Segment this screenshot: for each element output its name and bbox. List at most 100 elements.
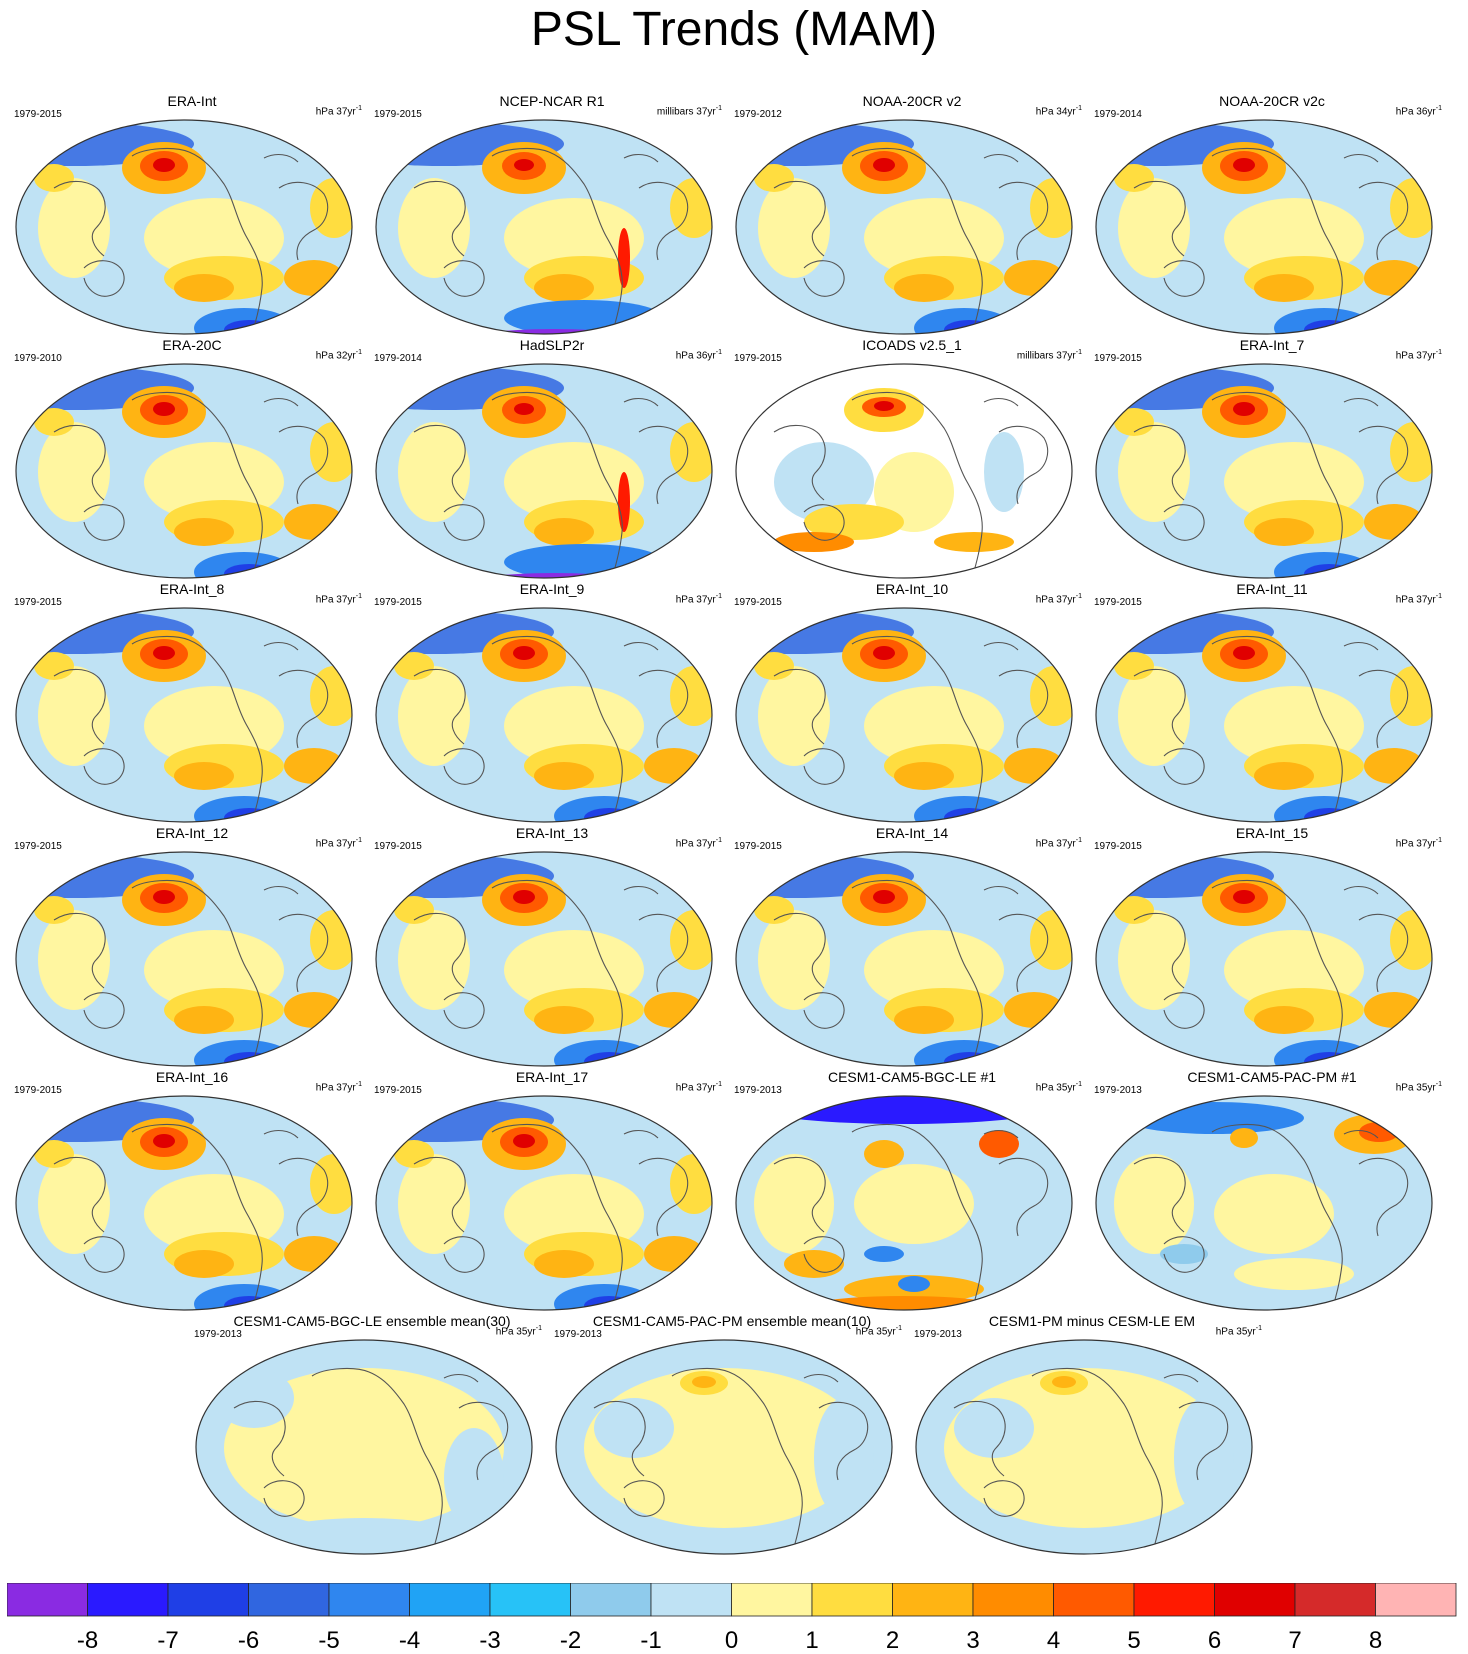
panel-title: ERA-Int_12 <box>155 825 229 841</box>
trend-contour <box>174 274 234 302</box>
coastline <box>278 425 329 505</box>
trend-contour <box>1118 666 1190 766</box>
coastline <box>53 424 106 501</box>
coastline <box>443 260 485 297</box>
panel-units-exponent: -1 <box>1435 593 1442 600</box>
trend-contour <box>734 1486 814 1510</box>
trend-contour <box>774 442 874 522</box>
trend-contour <box>534 1006 594 1034</box>
panel-title: CESM1-CAM5-BGC-LE #1 <box>827 1069 997 1085</box>
panel-title: ERA-Int_7 <box>1239 337 1305 353</box>
map-panel: CESM1-CAM5-PAC-PM ensemble mean(10) 1979-… <box>554 1313 910 1560</box>
coastline <box>803 1236 845 1273</box>
trend-map <box>1095 119 1433 335</box>
panel-units: hPa 37yr-1 <box>676 837 722 849</box>
colorbar-swatch <box>489 1583 571 1617</box>
map-panel: ERA-Int_7 1979-2015 hPa 37yr-1 <box>1094 337 1450 584</box>
trend-contour <box>1094 1486 1174 1510</box>
coastline <box>413 424 466 501</box>
trend-contour <box>398 910 470 1010</box>
coastline <box>83 260 125 297</box>
map-outline <box>375 851 713 1067</box>
coastline <box>1211 879 1343 1066</box>
trend-contour <box>644 992 704 1028</box>
trend-map <box>735 119 1073 335</box>
trend-contour <box>873 158 895 172</box>
panel-units: hPa 37yr-1 <box>316 593 362 605</box>
trend-contour <box>644 1236 704 1272</box>
map-outline <box>1095 119 1433 335</box>
panel-period: 1979-2015 <box>734 841 782 852</box>
trend-contour <box>534 762 594 790</box>
panel-period: 1979-2015 <box>734 353 782 364</box>
colorbar-swatch <box>1375 1583 1457 1617</box>
coastline <box>1358 1157 1409 1237</box>
coastline <box>983 1129 1019 1139</box>
panel-units-exponent: -1 <box>535 1325 542 1332</box>
trend-contour <box>534 274 594 302</box>
panel-units-exponent: -1 <box>355 105 362 112</box>
trend-contour <box>34 1140 74 1168</box>
map-outline <box>735 1095 1073 1311</box>
colorbar-swatch <box>1053 1583 1135 1617</box>
coastline <box>413 668 466 745</box>
trend-contour <box>594 1398 674 1458</box>
coastline <box>443 1236 485 1273</box>
panel-period: 1979-2015 <box>374 109 422 120</box>
panel-units-exponent: -1 <box>355 837 362 844</box>
map-outline <box>735 851 1073 1067</box>
trend-contour <box>1118 910 1190 1010</box>
panel-units-label: hPa 37yr <box>675 1082 716 1094</box>
coastline <box>83 504 125 541</box>
panel-period: 1979-2015 <box>14 841 62 852</box>
panel-title: ERA-Int_10 <box>875 581 949 597</box>
coastline <box>1343 397 1379 407</box>
trend-contour <box>894 1006 954 1034</box>
coastline <box>311 1367 443 1554</box>
trend-contour <box>264 1518 464 1554</box>
trend-contour <box>284 1236 344 1272</box>
coastline <box>1163 992 1205 1029</box>
coastline <box>263 1129 299 1139</box>
map-outline <box>15 119 353 335</box>
coastline <box>851 879 983 1066</box>
trend-contour <box>444 1428 504 1528</box>
panel-units-label: hPa 36yr <box>1395 106 1436 118</box>
trend-contour <box>153 890 175 904</box>
coastline <box>851 391 983 578</box>
panel-units: hPa 32yr-1 <box>316 349 362 361</box>
trend-contour <box>758 178 830 278</box>
trend-contour <box>1364 992 1424 1028</box>
panel-units: hPa 37yr-1 <box>1396 593 1442 605</box>
coastline <box>773 180 826 257</box>
coastline <box>278 1157 329 1237</box>
trend-contour <box>1004 748 1064 784</box>
colorbar-swatch <box>1214 1583 1296 1617</box>
panel-units: hPa 37yr-1 <box>676 593 722 605</box>
trend-contour <box>814 1398 874 1518</box>
panel-period: 1979-2015 <box>374 1085 422 1096</box>
coastline <box>773 912 826 989</box>
coastline <box>1211 635 1343 822</box>
coastline <box>83 992 125 1029</box>
colorbar-swatch <box>811 1583 893 1617</box>
map-panel: ERA-Int_10 1979-2015 hPa 37yr-1 <box>734 581 1090 828</box>
coastline <box>443 1373 479 1383</box>
map-panel: ERA-Int_17 1979-2015 hPa 37yr-1 <box>374 1069 730 1316</box>
coastline <box>1211 147 1343 334</box>
map-panel: ERA-Int_15 1979-2015 hPa 37yr-1 <box>1094 825 1450 1072</box>
map-outline <box>375 1095 713 1311</box>
coastline <box>773 424 826 501</box>
coastline <box>671 1367 803 1554</box>
trend-contour <box>454 329 654 334</box>
trend-contour <box>144 1174 284 1254</box>
trend-contour <box>1114 408 1154 436</box>
panel-units: hPa 35yr-1 <box>856 1325 902 1337</box>
coastline <box>131 879 263 1066</box>
panel-units-label: hPa 35yr <box>855 1326 896 1338</box>
coastline <box>1163 1236 1205 1273</box>
trend-contour <box>38 178 110 278</box>
panel-title: ERA-Int_13 <box>515 825 589 841</box>
coastline <box>851 147 983 334</box>
trend-contour <box>1364 748 1424 784</box>
